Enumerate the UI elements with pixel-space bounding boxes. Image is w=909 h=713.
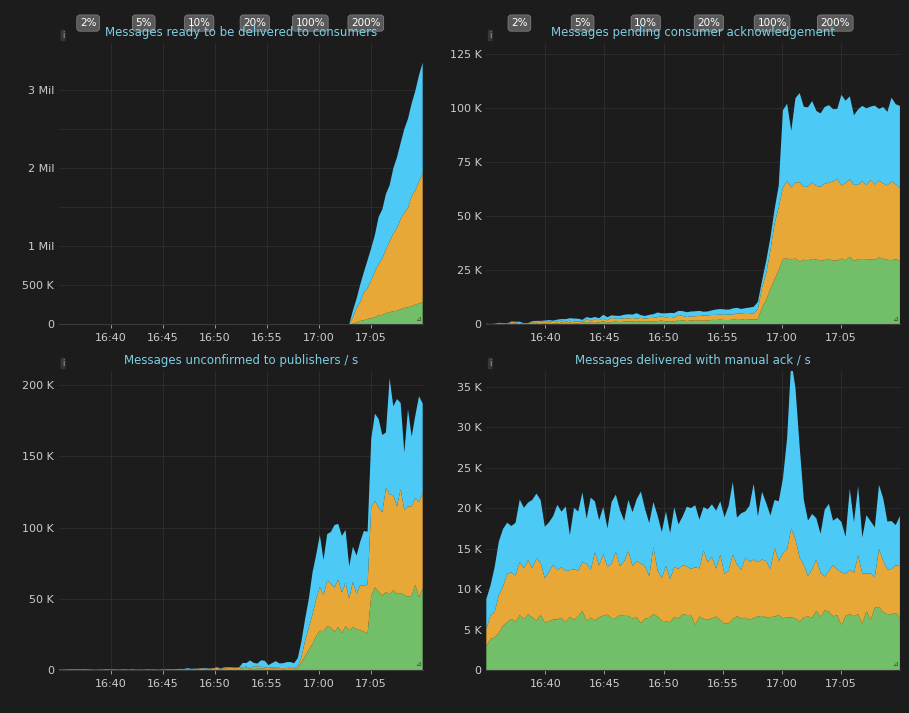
Text: 5%: 5%	[135, 18, 152, 28]
Text: 200%: 200%	[351, 18, 381, 28]
Text: 2%: 2%	[511, 18, 527, 28]
Text: 200%: 200%	[821, 18, 850, 28]
Text: 100%: 100%	[295, 18, 325, 28]
Text: ⊿: ⊿	[415, 661, 421, 667]
Text: ⊿: ⊿	[892, 316, 898, 322]
Text: 5%: 5%	[574, 18, 591, 28]
Text: 2%: 2%	[80, 18, 96, 28]
Text: 10%: 10%	[634, 18, 657, 28]
Text: i: i	[489, 359, 492, 368]
Text: 100%: 100%	[757, 18, 787, 28]
Text: 10%: 10%	[188, 18, 211, 28]
Text: 20%: 20%	[697, 18, 721, 28]
Text: ⊿: ⊿	[415, 316, 421, 322]
Title: Messages unconfirmed to publishers / s: Messages unconfirmed to publishers / s	[124, 354, 358, 366]
Text: 20%: 20%	[244, 18, 266, 28]
Text: i: i	[62, 31, 65, 40]
Text: ⊿: ⊿	[892, 661, 898, 667]
Title: Messages delivered with manual ack / s: Messages delivered with manual ack / s	[575, 354, 811, 366]
Title: Messages pending consumer acknowledgement: Messages pending consumer acknowledgemen…	[551, 26, 835, 39]
Text: i: i	[62, 359, 65, 368]
Text: i: i	[489, 31, 492, 40]
Title: Messages ready to be delivered to consumers: Messages ready to be delivered to consum…	[105, 26, 377, 39]
